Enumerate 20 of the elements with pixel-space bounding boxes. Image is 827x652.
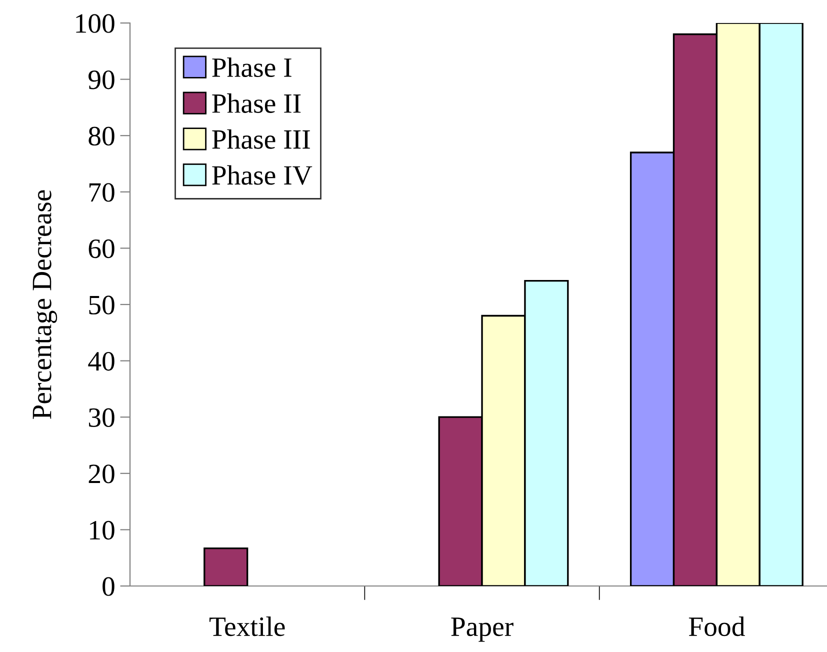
legend-label: Phase III xyxy=(212,129,310,149)
legend-label: Phase IV xyxy=(212,165,312,185)
y-tick-label: 70 xyxy=(89,183,114,202)
y-tick-label: 50 xyxy=(89,296,114,314)
y-tick-label: 30 xyxy=(88,408,114,428)
y-tick-label: 60 xyxy=(88,239,114,258)
x-tick-label: Food xyxy=(688,616,745,636)
y-tick-label: 100 xyxy=(76,14,114,33)
y-tick-label: 20 xyxy=(88,464,114,484)
bar xyxy=(204,547,248,586)
y-axis-title: Percentage Decrease xyxy=(32,190,58,419)
x-tick-label: Paper xyxy=(451,618,514,642)
y-tick-label: 90 xyxy=(88,70,114,90)
y-tick-label: 0 xyxy=(102,577,114,596)
legend-label: Phase I xyxy=(212,57,292,78)
x-tick-label: Textile xyxy=(209,616,285,636)
y-tick-label: 80 xyxy=(88,126,114,146)
legend-label: Phase II xyxy=(212,93,301,113)
y-tick-label: 10 xyxy=(90,520,114,540)
y-tick-label: 40 xyxy=(88,352,114,371)
